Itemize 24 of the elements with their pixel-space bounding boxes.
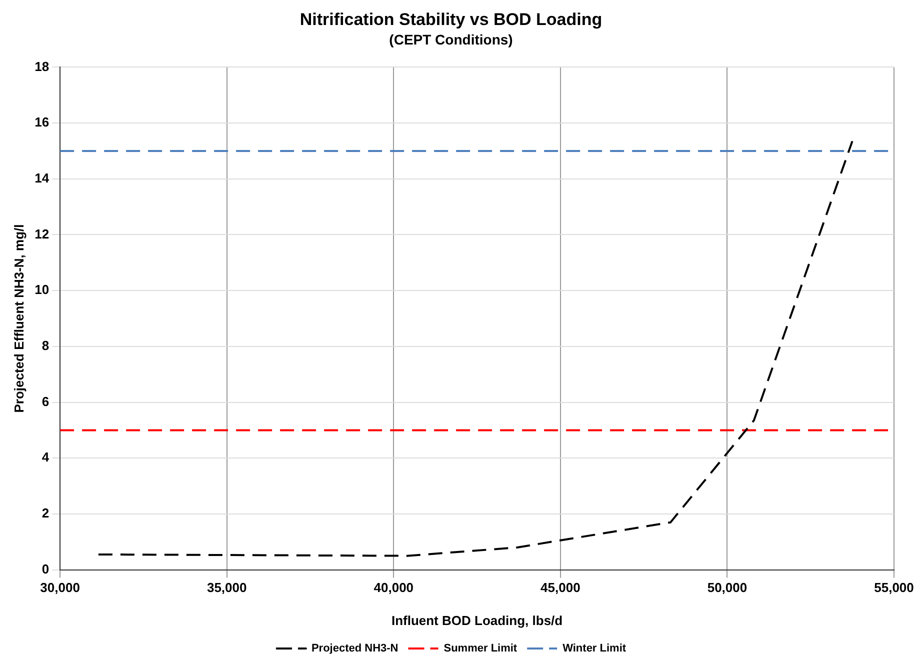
y-tick-label: 16 (34, 114, 50, 130)
line-series (97, 140, 854, 557)
chart-subtitle: (CEPT Conditions) (389, 32, 513, 48)
x-tick-label: 30,000 (40, 580, 80, 596)
y-tick-label: 12 (34, 226, 50, 242)
x-axis-title: Influent BOD Loading, lbs/d (391, 612, 563, 628)
y-tick-label: 10 (34, 282, 50, 298)
y-tick-label: 0 (42, 561, 50, 576)
legend-label: Projected NH3-N (311, 642, 398, 655)
legend-label: Summer Limit (444, 642, 518, 655)
legend-label: Winter Limit (562, 642, 626, 655)
x-tick-label: 55,000 (874, 580, 914, 596)
x-tick-label: 40,000 (374, 580, 414, 596)
y-axis-title: Projected Effluent NH3-N, mg/l (11, 224, 26, 413)
y-tick-label: 6 (42, 394, 50, 409)
y-tick-label: 4 (42, 450, 50, 465)
x-tick-label: 50,000 (707, 580, 748, 596)
x-tick-label: 45,000 (540, 580, 580, 596)
x-tick-label: 35,000 (206, 580, 247, 596)
chart-title: Nitrification Stability vs BOD Loading (300, 10, 602, 29)
y-tick-label: 2 (42, 506, 50, 521)
y-tick-label: 18 (34, 58, 50, 74)
y-tick-label: 14 (34, 170, 50, 186)
y-tick-label: 8 (42, 338, 50, 353)
